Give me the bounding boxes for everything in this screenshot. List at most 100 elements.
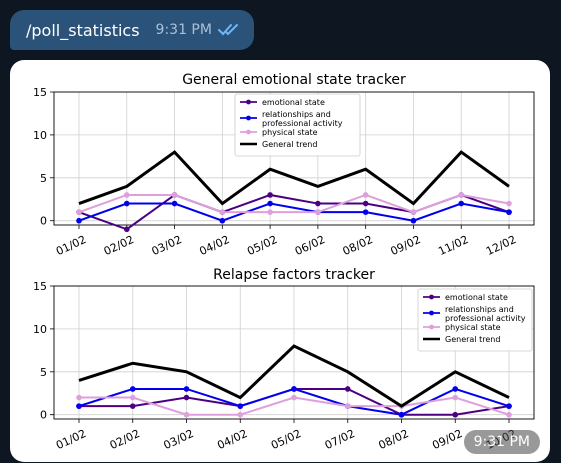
x-tick-label: 09/02 — [430, 427, 464, 452]
x-tick-label: 02/02 — [102, 233, 136, 258]
data-point — [452, 411, 459, 418]
double-check-icon — [217, 24, 238, 36]
data-point — [458, 192, 465, 198]
data-point — [452, 386, 459, 392]
data-point — [506, 411, 512, 418]
chart-canvas: General emotional state tracker 0 5 10 15 01/… — [33, 72, 535, 452]
message-time: 9:31 PM — [155, 22, 212, 38]
data-point — [506, 209, 512, 215]
y-tick-label: 5 — [40, 172, 47, 185]
series-line — [78, 344, 510, 408]
x-tick-label: 07/02 — [323, 427, 357, 452]
x-tick-label: 04/02 — [197, 233, 231, 258]
x-tick-label: 08/02 — [341, 233, 375, 258]
data-point — [219, 209, 226, 215]
plot-frame — [53, 91, 535, 226]
legend-label: relationships and professional activity — [262, 110, 343, 128]
chart-image[interactable]: General emotional state tracker 0 5 10 15 01/… — [10, 60, 550, 462]
data-point — [398, 411, 405, 418]
data-point — [362, 192, 369, 198]
legend-label: General trend — [262, 140, 317, 149]
photo-time: 9:31 PM — [463, 430, 540, 454]
x-tick-label: 03/02 — [150, 233, 184, 258]
x-tick-label: 11/02 — [436, 233, 470, 258]
chart-2: Relapse factors tracker 0 5 10 15 01/02 02/02 0… — [33, 267, 535, 452]
legend-marker — [429, 294, 434, 300]
series-line — [78, 202, 510, 222]
legend-label: physical state — [445, 323, 501, 332]
chart-title: Relapse factors tracker — [213, 267, 375, 283]
x-tick-label: 08/02 — [377, 427, 411, 452]
chart-title: General emotional state tracker — [182, 72, 406, 88]
legend-marker — [246, 129, 251, 135]
data-point — [291, 386, 297, 392]
data-point — [76, 394, 82, 401]
legend: emotional state relationships and professi… — [234, 93, 361, 157]
data-point — [123, 192, 130, 198]
data-point — [410, 217, 417, 224]
data-point — [315, 200, 321, 207]
legend-label: emotional state — [445, 293, 508, 302]
series-line — [78, 193, 510, 214]
x-tick-label: 03/02 — [162, 427, 196, 452]
y-tick-label: 15 — [33, 86, 47, 99]
data-point — [171, 200, 178, 207]
data-point — [171, 192, 178, 198]
legend-marker — [246, 99, 251, 105]
data-point — [123, 226, 130, 233]
legend-box — [234, 93, 361, 157]
y-tick-label: 0 — [40, 215, 47, 228]
data-point — [291, 394, 297, 401]
x-tick-label: 01/02 — [54, 233, 88, 258]
data-point — [267, 192, 273, 198]
legend-box — [417, 288, 533, 352]
data-point — [410, 209, 417, 215]
y-tick-label: 10 — [33, 323, 47, 336]
y-tick-label: 5 — [40, 366, 47, 379]
data-point — [344, 386, 351, 392]
y-tick-label: 10 — [33, 129, 47, 142]
legend-marker — [429, 310, 434, 316]
data-point — [458, 200, 465, 207]
legend: emotional state relationships and professi… — [417, 288, 533, 352]
data-point — [267, 200, 273, 207]
data-point — [267, 209, 273, 215]
legend-label: physical state — [262, 128, 318, 137]
data-point — [76, 217, 82, 224]
data-point — [315, 209, 321, 215]
data-point — [183, 411, 190, 418]
data-point — [183, 394, 190, 401]
data-point — [452, 394, 459, 401]
x-tick-label: 04/02 — [215, 427, 249, 452]
data-point — [123, 200, 130, 207]
legend-label: General trend — [445, 335, 500, 344]
legend-label: relationships and professional activity — [445, 305, 526, 323]
data-point — [129, 394, 136, 401]
x-tick-label: 09/02 — [388, 233, 422, 258]
data-point — [344, 403, 351, 409]
x-tick-label: 06/02 — [293, 233, 327, 258]
data-point — [362, 200, 369, 207]
x-tick-label: 05/02 — [245, 233, 279, 258]
data-point — [506, 403, 512, 409]
data-point — [237, 411, 244, 418]
series-line — [78, 150, 510, 206]
chart-1: General emotional state tracker 0 5 10 15 01/… — [33, 72, 535, 258]
data-point — [76, 209, 82, 215]
legend-marker — [246, 115, 251, 121]
data-point — [362, 209, 369, 215]
y-tick-label: 15 — [33, 280, 47, 293]
command-text: /poll_statistics — [26, 20, 140, 40]
data-point — [506, 200, 512, 207]
x-tick-label: 01/02 — [54, 427, 88, 452]
x-tick-label: 12/02 — [484, 233, 518, 258]
message-bubble[interactable]: /poll_statistics 9:31 PM — [10, 10, 254, 50]
legend-label: emotional state — [262, 98, 325, 107]
legend-marker — [429, 324, 434, 330]
data-point — [183, 386, 190, 392]
x-tick-label: 02/02 — [108, 427, 142, 452]
y-tick-label: 0 — [40, 409, 47, 422]
x-tick-label: 05/02 — [269, 427, 303, 452]
plot-frame — [53, 285, 535, 420]
data-point — [129, 403, 136, 409]
